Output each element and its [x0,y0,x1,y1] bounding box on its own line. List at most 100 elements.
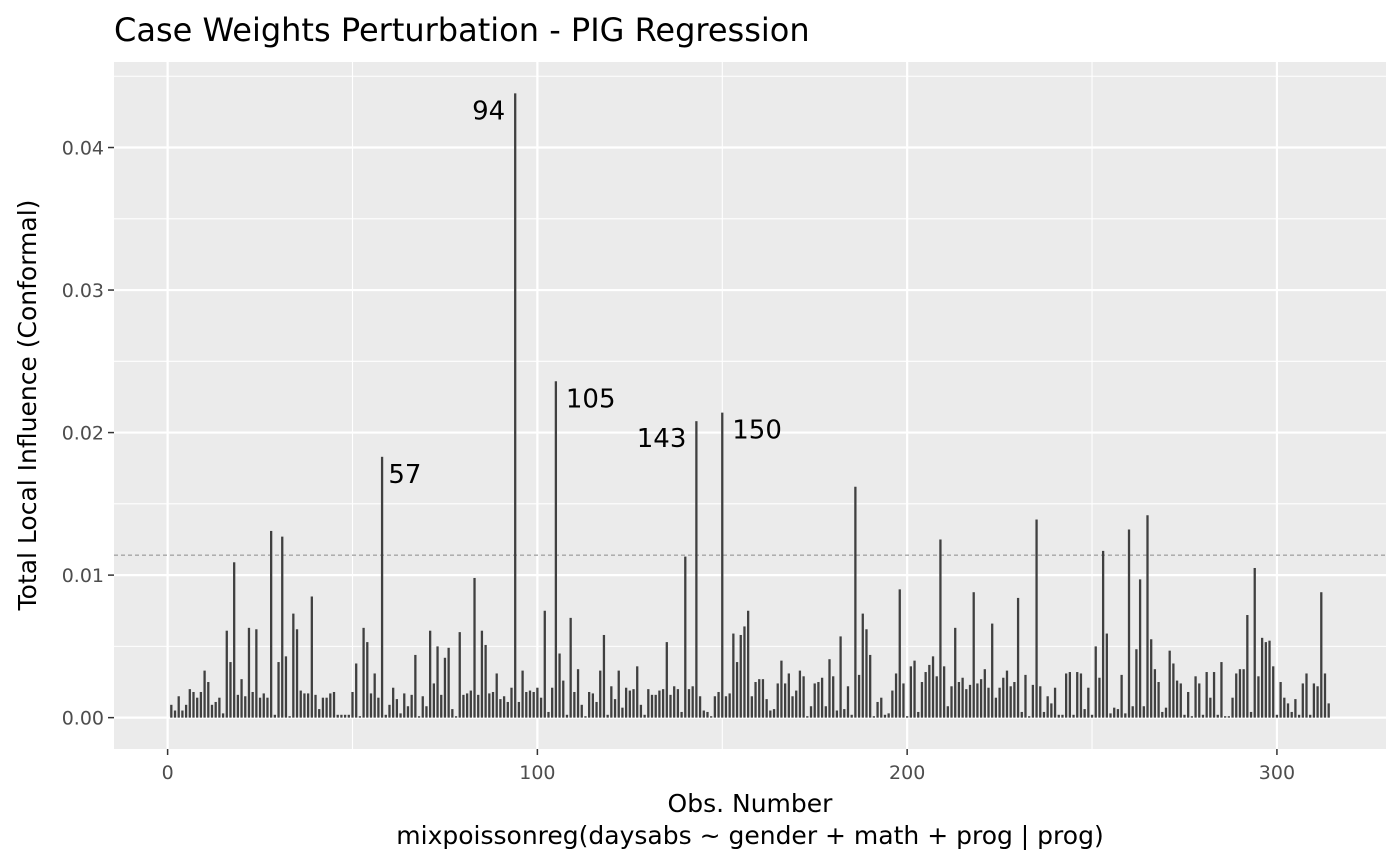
bar [1172,663,1175,718]
bar [447,647,450,718]
bar [358,716,362,718]
bar [754,682,757,718]
bar [702,710,705,718]
bar [1309,714,1312,718]
bar [506,701,509,718]
bar [783,683,787,718]
bar [295,629,299,718]
bar [188,689,191,718]
bar [1190,716,1194,718]
bar [521,670,524,718]
bar [1290,711,1293,718]
bar [628,690,631,718]
bar [636,666,639,718]
y-tick-label: 0.03 [62,280,104,302]
bar [310,596,313,718]
bar [288,716,291,718]
bar [362,627,365,718]
bar [817,682,820,718]
bar [477,694,480,718]
major-gridlines [114,62,1386,749]
bar [1164,707,1168,718]
x-axis: 0 100 200 300 [162,749,1295,784]
bar [1002,677,1005,718]
bar [221,713,225,718]
bar [680,711,683,718]
bar [1305,673,1308,718]
bar [1142,706,1145,718]
bar [743,626,746,718]
bar [454,716,458,718]
bar [573,691,576,718]
bar [617,670,620,718]
bar [576,669,580,718]
bar [994,697,998,718]
bar [1257,676,1260,718]
bar [502,696,506,718]
bar [184,704,188,718]
bar [1264,642,1267,718]
bar [1113,707,1116,718]
bar [710,716,713,718]
bar [1286,703,1290,718]
bar [1120,674,1123,718]
bar [939,539,942,718]
bar [314,694,317,718]
bar [525,691,528,718]
bar [950,686,953,718]
bar [384,714,387,718]
bar [647,689,650,718]
y-axis: 0.00 0.01 0.02 0.03 0.04 [62,138,114,730]
bar [199,691,203,718]
bar [1175,680,1179,718]
bar [684,556,687,718]
bar [1268,640,1271,718]
bar [443,657,447,718]
bar [828,659,831,718]
bar [1249,711,1253,718]
bar [247,627,251,718]
bar [606,714,609,718]
bar [798,670,802,718]
bar [233,562,236,718]
bar [717,691,720,718]
bar [728,693,731,718]
bar [724,696,728,718]
bar [687,689,691,718]
bar [569,617,572,718]
bar [1009,686,1012,718]
bar [632,689,635,718]
bar [887,713,890,718]
bar [192,691,195,718]
bar [809,706,813,718]
bar [806,716,809,718]
bar [1283,697,1286,718]
bar [961,677,964,718]
bar [1024,674,1027,718]
bar [210,704,214,718]
bar [602,634,606,718]
bar [547,711,550,718]
bar [480,630,484,718]
bar [1205,672,1208,718]
bar [706,711,709,718]
bar [750,696,753,718]
bar [669,694,672,718]
bar [758,679,761,718]
bar [861,613,864,718]
bar [658,690,661,718]
bar [266,697,269,718]
bar [1098,677,1101,718]
bar [1198,683,1201,718]
bar-annotation: 94 [472,96,505,126]
bar [369,693,373,718]
bar [854,486,857,718]
bar [181,710,184,718]
bar [225,630,228,718]
bar [898,589,901,718]
bar [580,704,583,718]
bar [281,536,284,718]
bar [488,693,491,718]
bar [876,701,879,718]
